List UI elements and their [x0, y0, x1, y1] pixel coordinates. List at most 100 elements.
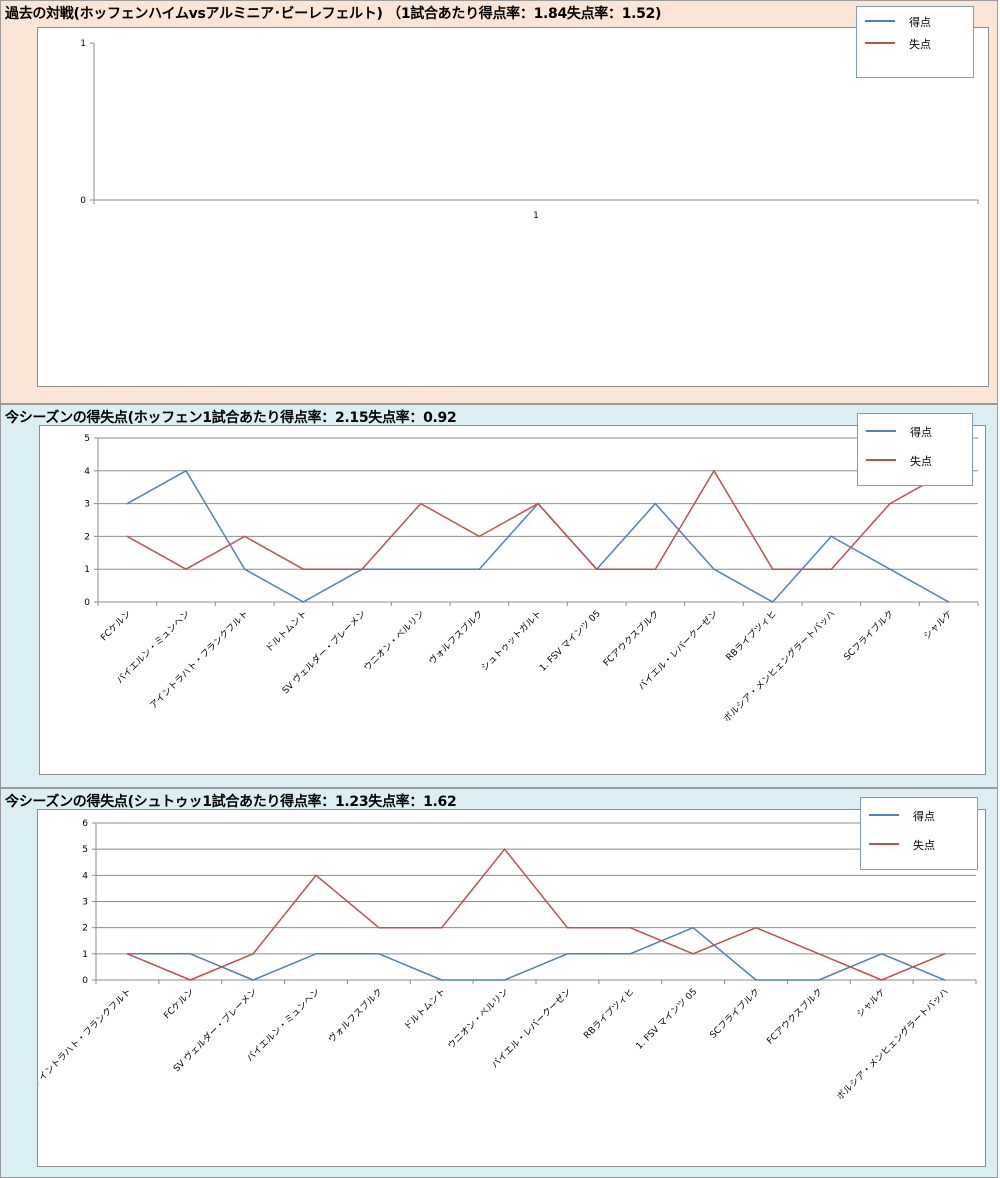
- x-tick-label: FCアウクスブルク: [600, 608, 661, 669]
- data-point-scored: [943, 979, 946, 981]
- x-tick-label: FCケルン: [99, 608, 134, 643]
- legend-swatch-conceded: [866, 459, 896, 461]
- x-tick-label: FCケルン: [162, 986, 197, 1021]
- legend-label-scored: 得点: [910, 426, 932, 439]
- data-point-conceded: [537, 502, 539, 505]
- series-line-conceded: [126, 470, 950, 570]
- y-tick-label: 4: [82, 871, 88, 881]
- x-tick-label: FCアウクスブルク: [764, 986, 825, 1047]
- data-point-conceded: [818, 953, 820, 955]
- data-point-conceded: [595, 568, 598, 570]
- data-point-scored: [440, 979, 443, 981]
- data-point-conceded: [419, 502, 422, 505]
- x-tick-label: アイントラハト・フランクフルト: [148, 608, 251, 711]
- y-tick-label: 5: [82, 845, 88, 855]
- legend-label-conceded: 失点: [910, 455, 932, 468]
- y-tick-label: 2: [84, 532, 90, 542]
- x-tick-label: ヴォルフスブルク: [426, 608, 485, 667]
- data-point-scored: [713, 568, 715, 570]
- x-tick-label: ドルトムント: [402, 986, 448, 1032]
- plot-area-past-matches: 0 1 1: [37, 27, 989, 387]
- data-point-scored: [654, 502, 657, 505]
- data-point-scored: [243, 568, 246, 570]
- chart-title: 今シーズンの得失点(シュトゥッ1試合あたり得点率：1.23失点率：1.62: [5, 794, 457, 810]
- y-tick-label: 0: [80, 196, 86, 206]
- data-point-conceded: [755, 926, 757, 929]
- data-point-conceded: [126, 535, 129, 538]
- y-tick-label: 1: [82, 950, 88, 960]
- legend-label-scored: 得点: [913, 810, 935, 823]
- data-point-conceded: [478, 535, 481, 538]
- data-point-conceded: [243, 535, 246, 538]
- y-tick-label: 1: [80, 39, 86, 49]
- chart-panel-hoffenheim-season: 今シーズンの得失点(ホッフェン1試合あたり得点率：2.15失点率：0.92 0 1…: [0, 404, 998, 788]
- x-tick-label: ウニオン・ベルリン: [362, 608, 427, 673]
- data-point-scored: [830, 535, 833, 538]
- data-point-conceded: [880, 979, 883, 981]
- legend-label-scored: 得点: [909, 16, 931, 29]
- data-point-conceded: [566, 926, 569, 929]
- x-tick-label: ボルシア・メンヒェングラートバッハ: [721, 608, 838, 725]
- data-point-conceded: [629, 926, 632, 929]
- y-tick-label: 2: [82, 924, 88, 934]
- x-tick-label: 1: [533, 211, 539, 221]
- x-tick-label: バイエルン・ミュンヘン: [245, 986, 323, 1064]
- data-point-scored: [185, 470, 187, 472]
- legend-item-conceded: 失点: [858, 453, 972, 468]
- legend: 得点 失点: [860, 797, 978, 870]
- y-tick-label: 1: [84, 565, 90, 575]
- data-point-conceded: [126, 953, 129, 955]
- legend-item-scored: 得点: [857, 14, 973, 29]
- legend-item-conceded: 失点: [857, 36, 973, 51]
- x-tick-label: アイントラハト・フランクフルト: [38, 986, 134, 1089]
- x-tick-label: シュトゥットガルト: [479, 608, 544, 673]
- data-point-scored: [755, 979, 757, 981]
- data-point-conceded: [315, 874, 317, 877]
- x-tick-label: RBライプツィヒ: [582, 986, 637, 1041]
- data-point-scored: [252, 979, 254, 981]
- chart-panel-stuttgart-season: 今シーズンの得失点(シュトゥッ1試合あたり得点率：1.23失点率：1.62 0 1…: [0, 788, 998, 1178]
- x-tick-label: 1. FSV マインツ 05: [538, 609, 603, 674]
- data-point-scored: [126, 502, 129, 505]
- x-tick-label: ボルシア・メンヒェングラートバッハ: [834, 986, 951, 1103]
- y-tick-label: 0: [82, 976, 88, 986]
- data-point-conceded: [361, 568, 363, 570]
- data-point-scored: [692, 926, 694, 929]
- data-point-conceded: [189, 979, 192, 981]
- series-line-conceded: [127, 848, 945, 981]
- data-point-conceded: [943, 953, 946, 955]
- legend-label-conceded: 失点: [909, 38, 931, 51]
- data-point-conceded: [378, 926, 380, 929]
- plot-area-hoffenheim-season: 0 1 2 3 4 5 FCケルン バイエルン・ミュンヘン アイントラハト・フランクフルト ドルト…: [39, 425, 986, 775]
- data-point-scored: [771, 601, 774, 603]
- data-point-conceded: [692, 953, 694, 955]
- chart-svg-past-matches: 0 1 1: [80, 39, 979, 221]
- data-point-conceded: [713, 470, 715, 472]
- legend-swatch-scored: [865, 20, 895, 22]
- legend-label-conceded: 失点: [913, 839, 935, 852]
- data-point-scored: [503, 979, 506, 981]
- data-point-conceded: [654, 568, 657, 570]
- y-tick-label: 5: [84, 434, 90, 444]
- legend-item-scored: 得点: [861, 808, 977, 823]
- legend-item-conceded: 失点: [861, 837, 977, 852]
- x-tick-label: ドルトムント: [263, 608, 309, 654]
- series-line-scored: [127, 926, 945, 981]
- data-point-conceded: [252, 953, 254, 955]
- data-point-conceded: [503, 848, 506, 850]
- legend: 得点 失点: [856, 6, 974, 78]
- data-point-conceded: [771, 568, 774, 570]
- legend-swatch-scored: [869, 814, 899, 816]
- data-point-scored: [880, 953, 883, 955]
- legend-swatch-scored: [866, 430, 896, 432]
- data-point-conceded: [830, 568, 833, 570]
- data-point-scored: [378, 953, 380, 955]
- data-point-scored: [566, 953, 569, 955]
- y-tick-label: 3: [84, 500, 90, 510]
- data-point-conceded: [185, 568, 187, 570]
- x-tick-label: RBライプツィヒ: [724, 608, 779, 663]
- chart-title: 過去の対戦(ホッフェンハイムvsアルミニア･ビーレフェルト) （1試合あたり得点…: [5, 6, 662, 22]
- data-point-scored: [189, 953, 192, 955]
